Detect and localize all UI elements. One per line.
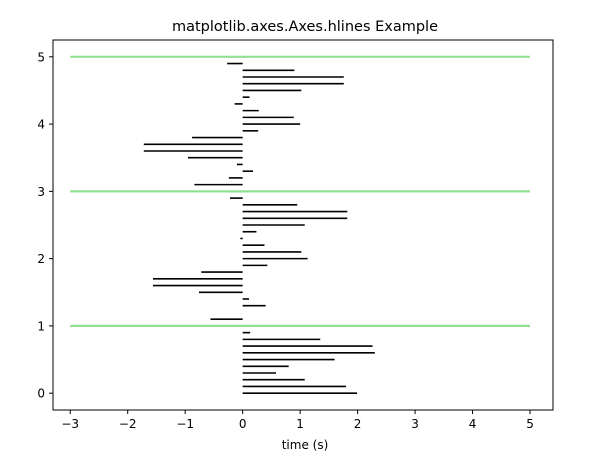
y-axis: 0 1 2 3 4 5 xyxy=(37,50,53,401)
plot-area xyxy=(70,55,531,394)
x-axis-label: time (s) xyxy=(282,438,329,452)
x-axis: −3 −2 −1 0 1 2 3 4 5 xyxy=(61,410,534,431)
x-tick-label: −1 xyxy=(176,417,194,431)
x-tick-label: 5 xyxy=(526,417,534,431)
x-tick-label: −2 xyxy=(119,417,137,431)
y-tick-label: 5 xyxy=(37,50,45,64)
x-tick-label: 4 xyxy=(469,417,477,431)
y-tick-label: 0 xyxy=(37,387,45,401)
series-1 xyxy=(70,55,531,328)
series-0 xyxy=(143,62,375,394)
x-tick-label: −3 xyxy=(61,417,79,431)
y-tick-label: 2 xyxy=(37,252,45,266)
x-tick-label: 3 xyxy=(411,417,419,431)
y-tick-label: 1 xyxy=(37,319,45,333)
x-tick-label: 1 xyxy=(296,417,304,431)
y-tick-label: 4 xyxy=(37,118,45,132)
y-tick-label: 3 xyxy=(37,185,45,199)
x-tick-label: 2 xyxy=(354,417,362,431)
x-tick-label: 0 xyxy=(239,417,247,431)
axes-frame xyxy=(52,39,554,411)
chart-title: matplotlib.axes.Axes.hlines Example xyxy=(172,19,438,35)
